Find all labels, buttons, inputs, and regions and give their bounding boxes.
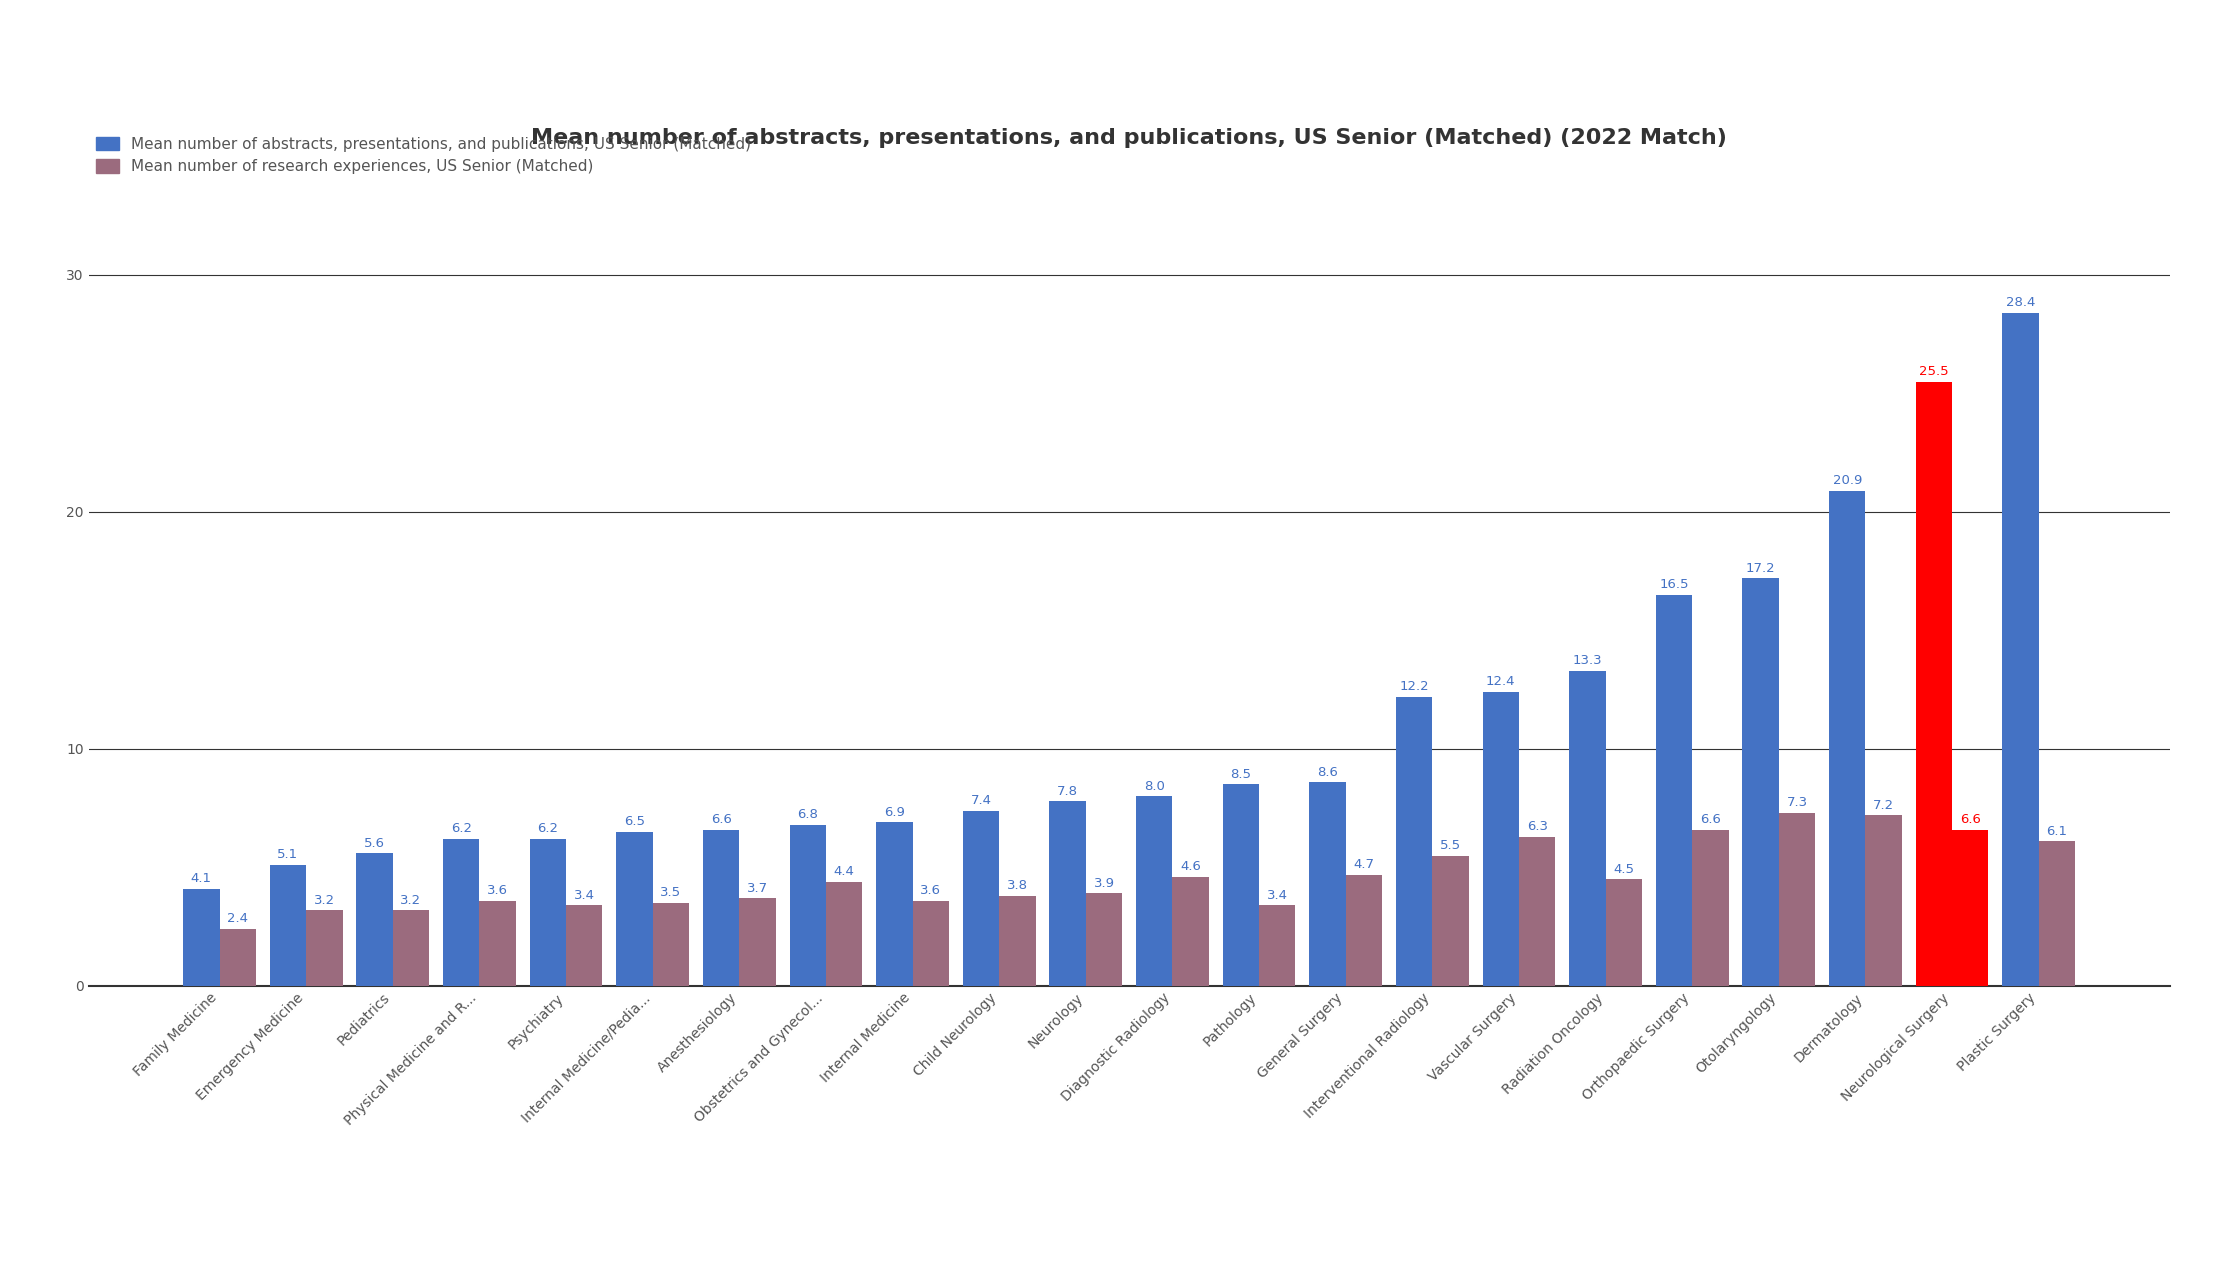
Bar <box>1953 829 1988 986</box>
Text: 7.8: 7.8 <box>1056 785 1078 798</box>
Bar <box>1085 894 1122 986</box>
Text: 6.3: 6.3 <box>1528 820 1548 833</box>
Bar <box>1656 595 1691 986</box>
Bar <box>567 905 602 986</box>
Bar <box>1049 801 1085 986</box>
Title: Mean number of abstracts, presentations, and publications, US Senior (Matched) (: Mean number of abstracts, presentations,… <box>531 128 1727 148</box>
Text: 8.6: 8.6 <box>1317 766 1337 779</box>
Text: 3.2: 3.2 <box>314 894 334 906</box>
Text: 6.6: 6.6 <box>711 813 731 825</box>
Bar <box>306 910 343 986</box>
Bar <box>1483 693 1519 986</box>
Bar <box>356 853 392 986</box>
Bar <box>219 929 257 986</box>
Text: 6.1: 6.1 <box>2046 825 2068 838</box>
Text: 20.9: 20.9 <box>1833 474 1862 487</box>
Bar <box>1136 796 1173 986</box>
Bar <box>529 839 567 986</box>
Text: 17.2: 17.2 <box>1747 561 1776 575</box>
Text: 3.4: 3.4 <box>573 889 596 901</box>
Bar <box>1432 856 1468 986</box>
Bar <box>653 902 689 986</box>
Text: 4.5: 4.5 <box>1614 863 1634 876</box>
Bar <box>702 829 739 986</box>
Bar <box>615 832 653 986</box>
Text: 3.4: 3.4 <box>1266 889 1289 901</box>
Text: 6.6: 6.6 <box>1959 813 1982 825</box>
Text: 3.2: 3.2 <box>401 894 421 906</box>
Text: 6.6: 6.6 <box>1700 813 1720 825</box>
Text: 4.6: 4.6 <box>1180 861 1200 873</box>
Bar <box>912 900 950 986</box>
Text: 6.9: 6.9 <box>883 806 906 819</box>
Text: 12.2: 12.2 <box>1399 680 1428 693</box>
Text: 7.3: 7.3 <box>1787 796 1807 809</box>
Text: 3.6: 3.6 <box>921 884 941 897</box>
Text: 5.6: 5.6 <box>363 837 385 849</box>
Bar <box>1346 875 1382 986</box>
Bar <box>270 865 306 986</box>
Text: 5.5: 5.5 <box>1439 839 1461 852</box>
Text: 12.4: 12.4 <box>1486 675 1517 689</box>
Text: 5.1: 5.1 <box>277 848 299 862</box>
Bar <box>1308 782 1346 986</box>
Bar <box>443 839 480 986</box>
Bar <box>963 810 999 986</box>
Text: 3.7: 3.7 <box>746 882 768 895</box>
Bar <box>1173 877 1209 986</box>
Bar <box>877 823 912 986</box>
Bar <box>2039 842 2075 986</box>
Bar <box>1829 490 1866 986</box>
Bar <box>392 910 430 986</box>
Bar <box>1570 671 1605 986</box>
Text: 3.6: 3.6 <box>487 884 509 897</box>
Text: 4.1: 4.1 <box>190 872 213 885</box>
Bar <box>1222 785 1260 986</box>
Text: 2.4: 2.4 <box>228 913 248 925</box>
Text: 4.4: 4.4 <box>835 865 855 878</box>
Text: 3.8: 3.8 <box>1007 880 1027 892</box>
Bar <box>2001 312 2039 986</box>
Text: 16.5: 16.5 <box>1658 579 1689 592</box>
Bar <box>1397 696 1432 986</box>
Text: 6.8: 6.8 <box>797 808 819 822</box>
Bar <box>1605 880 1643 986</box>
Text: 25.5: 25.5 <box>1920 365 1948 378</box>
Text: 6.2: 6.2 <box>452 823 472 836</box>
Bar <box>999 896 1036 986</box>
Text: 13.3: 13.3 <box>1572 655 1603 667</box>
Text: 3.9: 3.9 <box>1094 877 1114 890</box>
Bar <box>480 900 516 986</box>
Text: 28.4: 28.4 <box>2006 296 2035 310</box>
Text: 7.2: 7.2 <box>1873 799 1895 811</box>
Text: 8.5: 8.5 <box>1231 769 1251 781</box>
Bar <box>1260 905 1295 986</box>
Bar <box>1691 829 1729 986</box>
Legend: Mean number of abstracts, presentations, and publications, US Senior (Matched), : Mean number of abstracts, presentations,… <box>95 137 751 174</box>
Bar <box>826 882 861 986</box>
Bar <box>1915 382 1953 986</box>
Text: 4.7: 4.7 <box>1353 858 1375 871</box>
Bar <box>1742 579 1778 986</box>
Bar <box>739 899 775 986</box>
Text: 8.0: 8.0 <box>1145 780 1165 793</box>
Bar <box>790 825 826 986</box>
Bar <box>1866 815 1902 986</box>
Text: 7.4: 7.4 <box>970 794 992 806</box>
Bar <box>1519 837 1556 986</box>
Text: 6.5: 6.5 <box>624 815 644 828</box>
Bar <box>184 889 219 986</box>
Text: 6.2: 6.2 <box>538 823 558 836</box>
Bar <box>1778 813 1815 986</box>
Text: 3.5: 3.5 <box>660 886 682 900</box>
